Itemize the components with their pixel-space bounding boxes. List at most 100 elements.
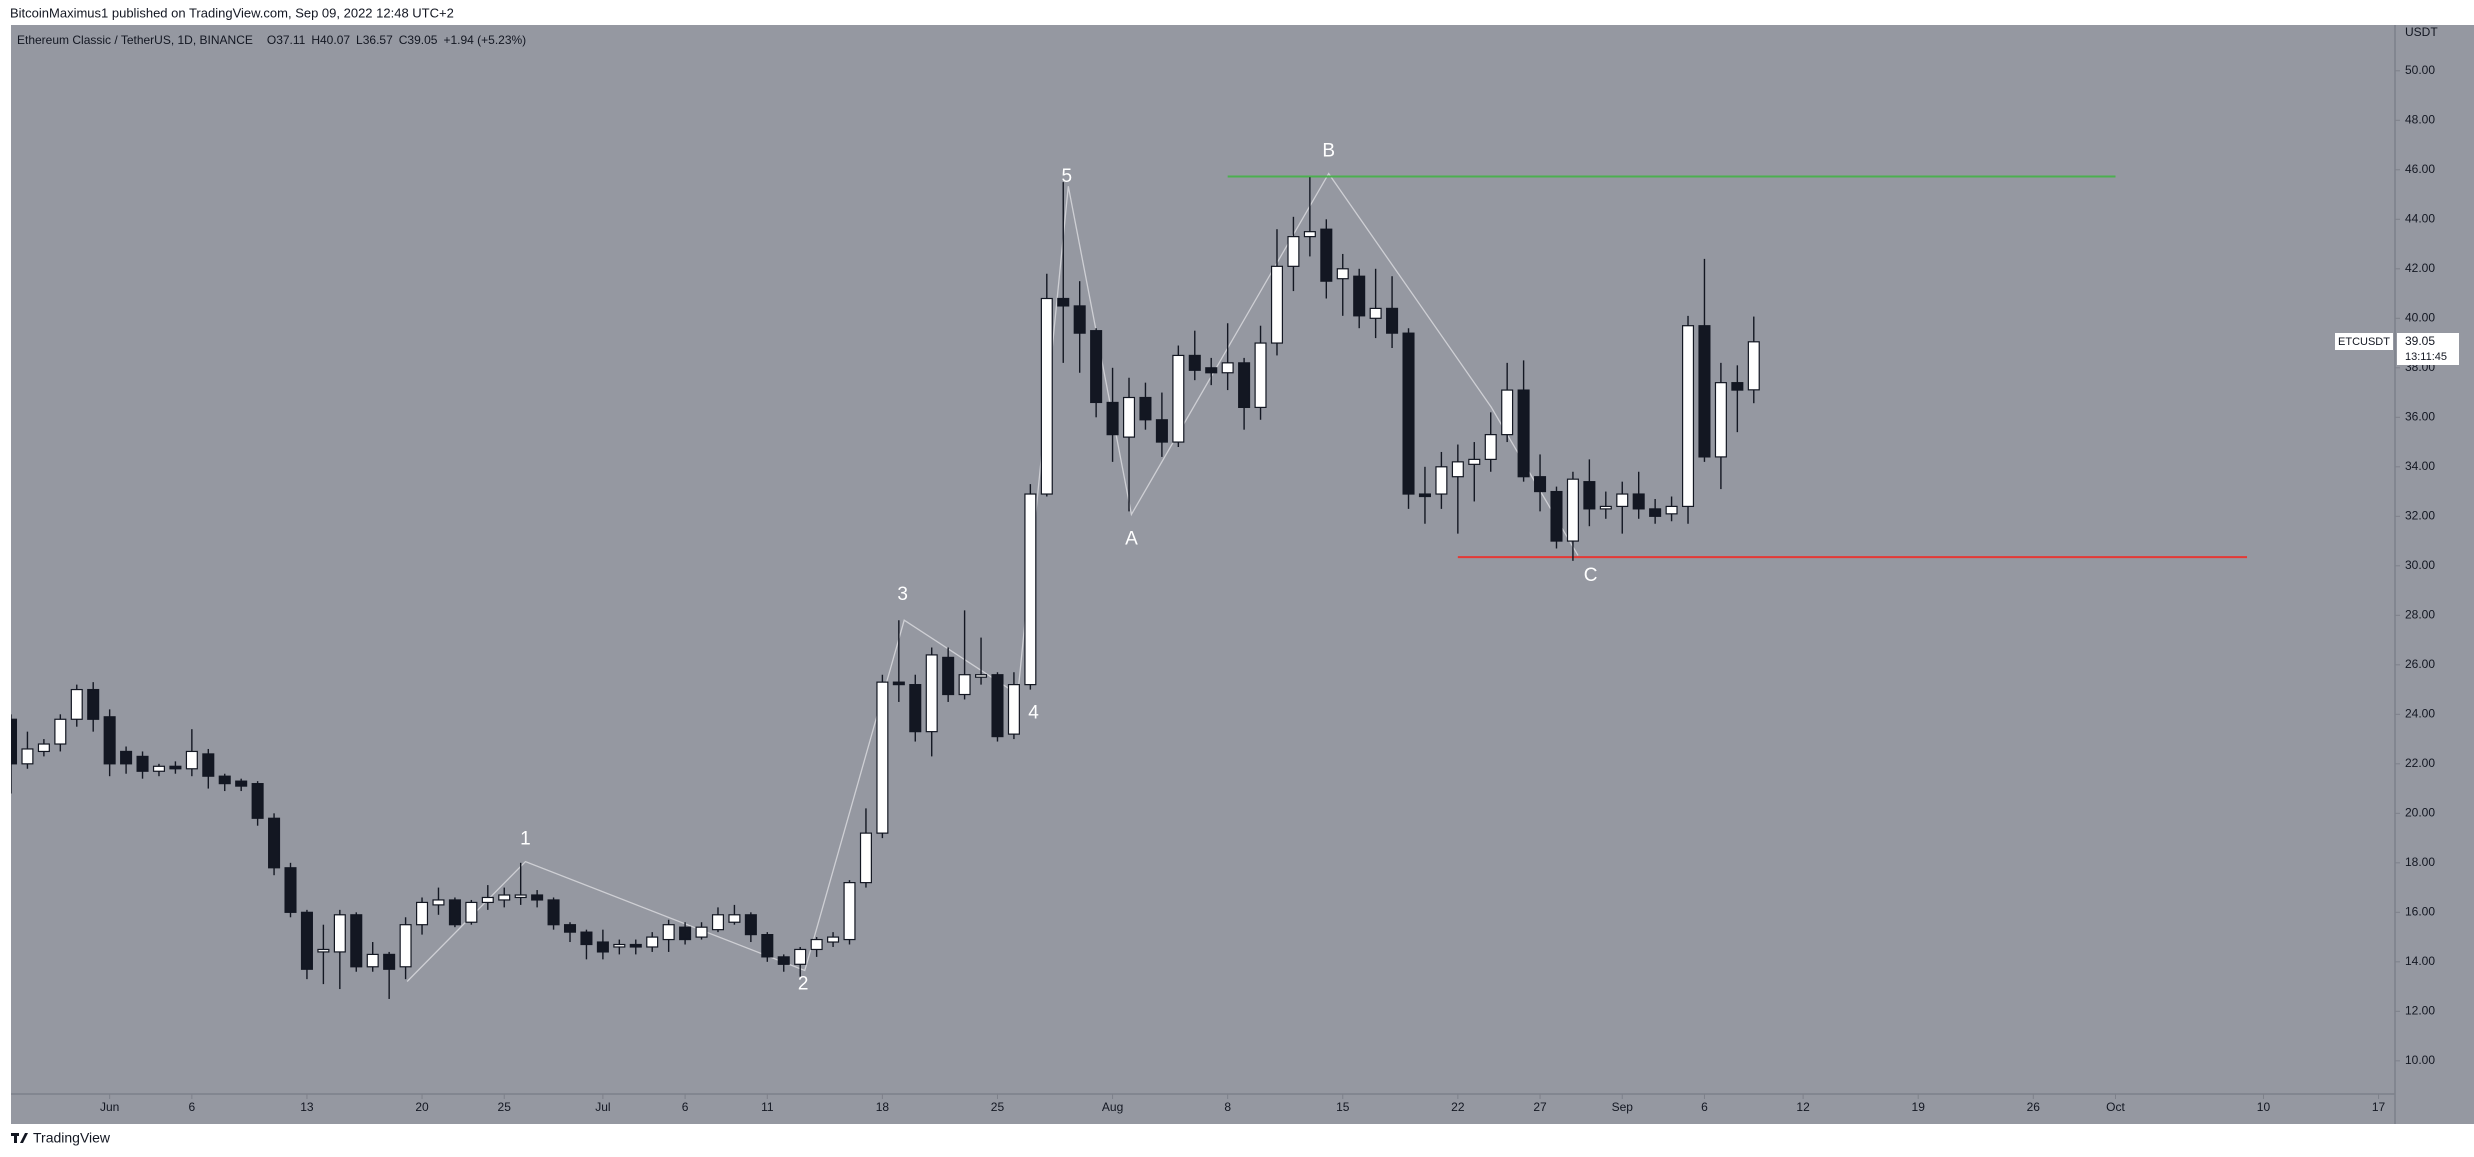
candle-body [859, 832, 872, 884]
legend-low: L36.57 [356, 33, 393, 47]
candle-body [1435, 466, 1448, 495]
candle-body [432, 899, 445, 906]
candle-body [1320, 228, 1333, 282]
candle-body [1040, 297, 1053, 495]
x-tick-label: 22 [1451, 1100, 1465, 1114]
candle-body [120, 750, 133, 765]
y-tick-label: 48.00 [2405, 112, 2435, 126]
candle-body [827, 936, 840, 943]
x-tick-label: 25 [991, 1100, 1005, 1114]
x-tick-label: 10 [2257, 1100, 2271, 1114]
ticker-label: ETCUSDT [2338, 336, 2390, 348]
candle-body [695, 926, 708, 938]
candle-body [1418, 493, 1431, 498]
x-tick-label: 19 [1912, 1100, 1926, 1114]
y-tick-label: 26.00 [2405, 657, 2435, 671]
candle-body [1599, 505, 1612, 510]
candle-body [975, 674, 988, 678]
candle-body [646, 936, 659, 948]
candle-body [662, 924, 675, 941]
footer-brand: TradingView [33, 1130, 111, 1146]
x-tick-label: 6 [1701, 1100, 1708, 1114]
wave-label: A [1125, 529, 1138, 550]
candle-body [1386, 307, 1399, 334]
x-tick-label: 18 [876, 1100, 890, 1114]
candle-body [1254, 342, 1267, 409]
candle-body [1238, 362, 1251, 409]
candle-body [1172, 354, 1185, 443]
candle-body [1566, 478, 1579, 542]
candle-body [744, 914, 757, 936]
candle-body [169, 765, 182, 770]
x-tick-label: Jun [100, 1100, 119, 1114]
y-tick-label: 30.00 [2405, 558, 2435, 572]
candle-body [317, 948, 330, 953]
y-tick-label: 42.00 [2405, 261, 2435, 275]
candle-body [268, 817, 281, 869]
candle-body [416, 901, 429, 926]
candle-body [531, 894, 544, 901]
candle-body [1484, 434, 1497, 460]
candle-body [366, 953, 379, 968]
last-price-tag [2397, 333, 2459, 365]
candle-body [498, 894, 511, 901]
y-tick-label: 44.00 [2405, 211, 2435, 225]
candle-body [185, 750, 198, 770]
x-tick-label: Jul [595, 1100, 610, 1114]
candle-body [70, 688, 83, 720]
wave-label: C [1584, 565, 1598, 586]
candle-body [1616, 493, 1629, 508]
candle-body [1649, 508, 1662, 517]
candle-body [1155, 419, 1168, 443]
candle-body [547, 899, 560, 926]
candle-body [1714, 382, 1727, 458]
candle-body [909, 684, 922, 733]
y-tick-label: 14.00 [2405, 954, 2435, 968]
candle-body [1583, 481, 1596, 510]
candle-body [87, 688, 100, 720]
candle-body [679, 926, 692, 941]
price-unit: USDT [2405, 25, 2438, 39]
candle-body [1024, 493, 1037, 686]
candle-body [810, 938, 823, 951]
candle-body [942, 656, 955, 696]
candle-body [333, 914, 346, 953]
symbol-name: Ethereum Classic / TetherUS, 1D, BINANCE [17, 33, 253, 47]
plot-area: 1 2 3 4 5 A B C [11, 141, 2248, 999]
candle-body [1188, 354, 1201, 371]
x-tick-label: Oct [2106, 1100, 2125, 1114]
wave-label: 5 [1061, 166, 1072, 187]
candle-body [1287, 236, 1300, 267]
candle-body [383, 953, 396, 970]
axes: 10.00 12.00 14.00 16.00 18.00 20.00 22.00 24.00… [100, 63, 2435, 1114]
x-tick-label: 11 [761, 1100, 774, 1114]
candle-body [1007, 684, 1020, 735]
candle-body [1106, 401, 1119, 436]
y-tick-label: 22.00 [2405, 756, 2435, 770]
candle-body [448, 899, 461, 926]
candle-body [1057, 297, 1070, 307]
candle-body [958, 674, 971, 696]
candle-body [284, 867, 297, 913]
x-tick-label: 8 [1224, 1100, 1231, 1114]
candle-body [1501, 389, 1514, 436]
candle-body [11, 718, 18, 765]
candle-body [1336, 268, 1349, 280]
price-tag: ETCUSDT 39.05 13:11:45 [2335, 333, 2459, 365]
y-tick-label: 16.00 [2405, 904, 2435, 918]
y-tick-label: 46.00 [2405, 162, 2435, 176]
x-tick-label: 6 [682, 1100, 689, 1114]
candle-body [1139, 396, 1152, 421]
wave-label: 3 [897, 584, 908, 605]
countdown: 13:11:45 [2405, 351, 2447, 363]
candle-body [54, 718, 67, 745]
candle-body [465, 901, 478, 923]
candle-body [1353, 275, 1366, 317]
candle-body [1451, 461, 1464, 478]
candle-body [761, 934, 774, 958]
candle-body [1090, 330, 1103, 404]
ticker-tag [2335, 333, 2393, 350]
legend-close: C39.05 [399, 33, 438, 47]
candle-body [152, 765, 165, 772]
